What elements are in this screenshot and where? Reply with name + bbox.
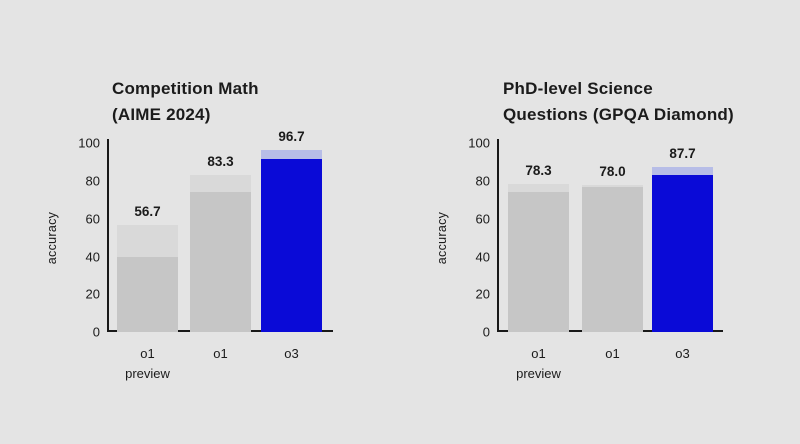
x-tick-label: o3 [284,346,299,361]
chart-title-line-1: PhD-level Science [503,79,653,98]
bar-inner-segment [652,174,713,332]
x-tick-label: o1 preview [125,346,170,381]
y-tick-label: 20 [85,286,100,302]
bar-value-label: 78.3 [525,163,552,179]
y-tick-label: 60 [85,211,100,227]
x-tick-label: o1 [213,346,228,361]
chart-title-line-2: Questions (GPQA Diamond) [503,105,734,124]
chart-gpqa-diamond: PhD-level Science Questions (GPQA Diamon… [430,70,775,410]
bar-value-label: 83.3 [207,153,234,169]
x-tick-label: o1 [605,346,620,361]
bar-o3-highlighted [652,166,713,332]
bar-inner-segment [190,191,251,332]
y-tick-label: 100 [468,135,490,151]
y-tick-label: 40 [475,249,490,265]
chart-title-line-1: Competition Math [112,79,259,98]
y-tick-label: 100 [78,135,100,151]
y-tick-label: 20 [475,286,490,302]
bar-inner-segment [508,192,569,332]
chart-title-line-2: (AIME 2024) [112,105,211,124]
y-tick-label: 0 [92,324,100,340]
chart-title: PhD-level Science Questions (GPQA Diamon… [503,76,734,128]
bar-value-label: 87.7 [669,145,696,161]
bar-o3-highlighted [261,149,322,332]
x-tick-label: o1 preview [516,346,561,381]
bar-value-label: 78.0 [599,163,626,179]
y-tick-label: 40 [85,249,100,265]
bar [508,184,569,332]
y-tick-label: 0 [482,324,490,340]
bar-inner-segment [582,187,643,332]
y-tick-label: 80 [475,173,490,189]
y-axis-tick-labels: 0 20 40 60 80 100 [430,70,490,410]
bar [117,225,178,332]
bar-inner-segment [261,159,322,332]
bars-group: 78.3 78.0 87.7 [430,70,775,410]
bar-value-label: 56.7 [134,204,161,220]
y-tick-label: 60 [475,211,490,227]
bar [582,184,643,332]
y-tick-label: 80 [85,173,100,189]
chart-title: Competition Math (AIME 2024) [112,76,259,128]
bars-group: 56.7 83.3 96.7 [40,70,385,410]
y-axis-tick-labels: 0 20 40 60 80 100 [40,70,100,410]
bar-inner-segment [117,256,178,332]
bar [190,174,251,332]
bar-value-label: 96.7 [278,128,305,144]
x-tick-label: o3 [675,346,690,361]
